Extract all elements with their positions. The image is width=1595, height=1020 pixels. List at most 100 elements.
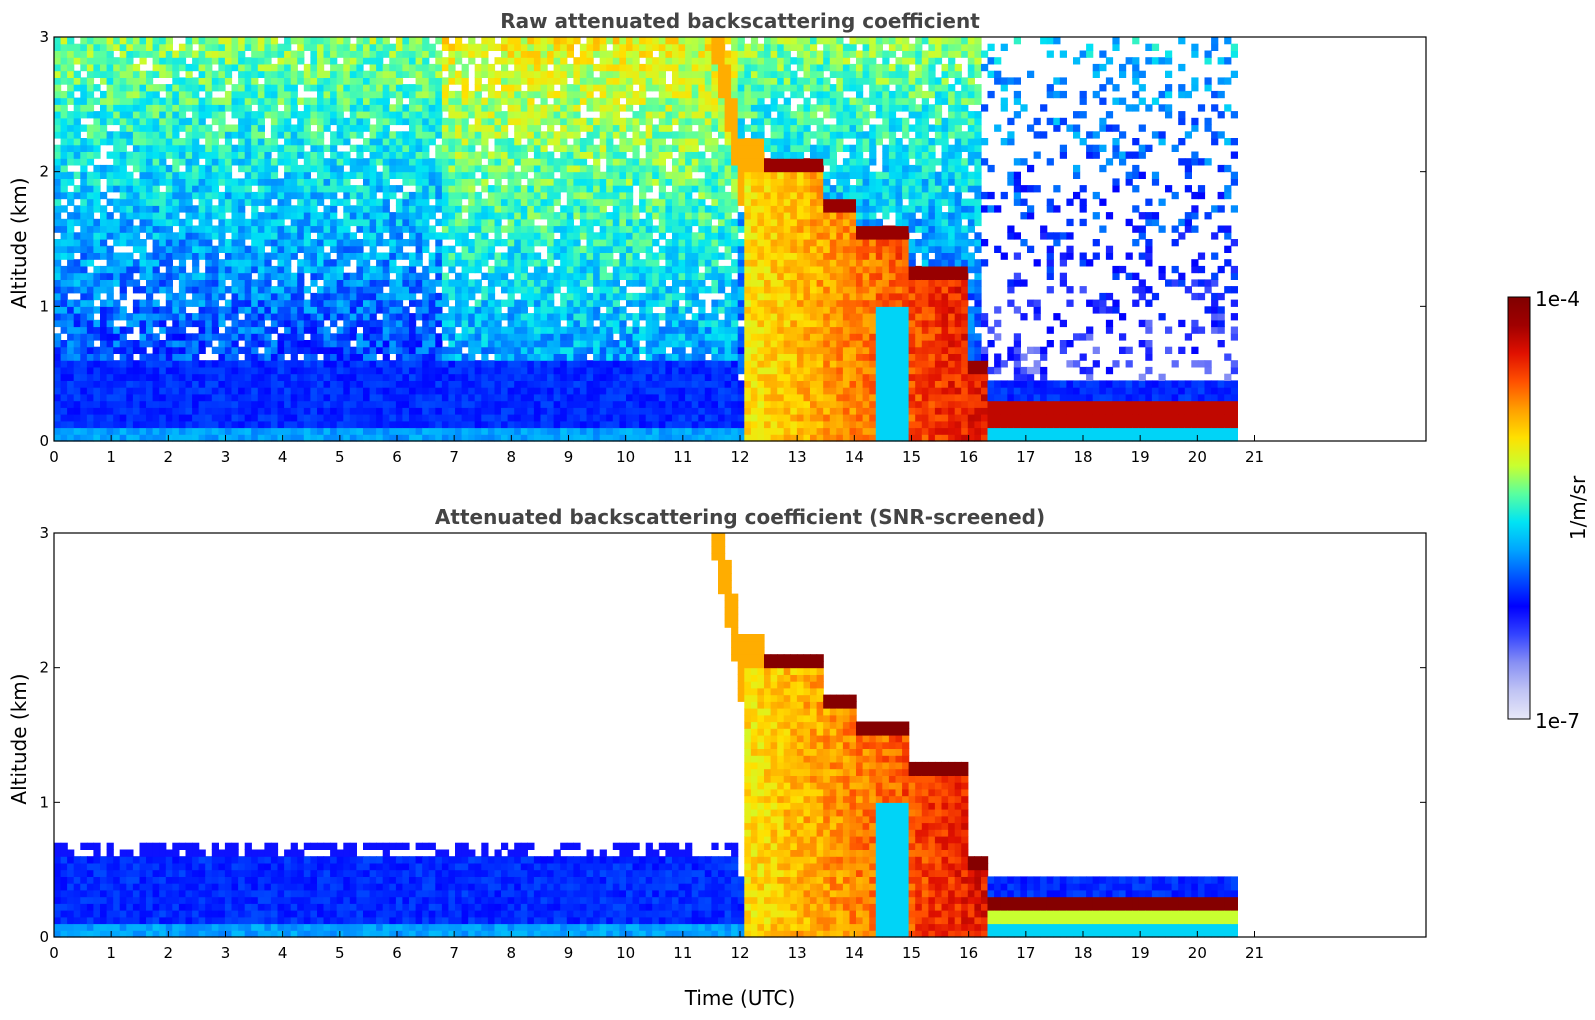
heatmap-cell: [198, 393, 206, 402]
heatmap-cell: [67, 272, 75, 280]
heatmap-cell: [172, 360, 180, 368]
heatmap-cell: [185, 272, 193, 280]
heatmap-cell: [238, 393, 246, 402]
heatmap-cell: [198, 178, 206, 186]
heatmap-cell: [494, 138, 502, 146]
heatmap-cell: [619, 77, 627, 85]
heatmap-cell: [284, 252, 292, 260]
heatmap-cell: [586, 414, 594, 422]
heatmap-cell: [119, 313, 127, 321]
heatmap-cell: [343, 400, 351, 408]
heatmap-cell: [474, 218, 482, 227]
heatmap-cell: [376, 333, 384, 341]
heatmap-cell: [619, 158, 627, 166]
heatmap-cell: [382, 104, 390, 112]
heatmap-cell: [165, 333, 173, 341]
heatmap-cell: [369, 158, 377, 166]
heatmap-cell: [60, 63, 68, 72]
heatmap-cell: [533, 373, 542, 381]
heatmap-cell: [533, 239, 542, 247]
heatmap-cell: [146, 333, 154, 341]
heatmap-cell: [501, 144, 509, 152]
heatmap-cell: [599, 299, 607, 307]
heatmap-cell: [382, 353, 390, 361]
heatmap-cell: [231, 420, 239, 429]
heatmap-cell: [224, 299, 233, 307]
heatmap-cell: [132, 407, 141, 415]
heatmap-cell: [435, 360, 443, 368]
heatmap-cell: [54, 286, 62, 294]
heatmap-cell: [67, 70, 75, 78]
heatmap-cell: [553, 104, 561, 112]
heatmap-cell: [487, 333, 496, 341]
heatmap-cell: [297, 306, 305, 314]
heatmap-cell: [211, 373, 219, 381]
heatmap-cell: [139, 400, 147, 408]
heatmap-cell: [599, 124, 607, 132]
heatmap-cell: [606, 218, 614, 227]
heatmap-cell: [553, 393, 561, 402]
heatmap-cell: [172, 319, 180, 328]
heatmap-cell: [402, 279, 410, 287]
heatmap-cell: [560, 117, 568, 126]
heatmap-cell: [218, 333, 226, 341]
heatmap-cell: [441, 104, 450, 112]
heatmap-cell: [540, 299, 548, 307]
heatmap-cell: [290, 272, 298, 280]
heatmap-cell: [501, 313, 509, 321]
heatmap-cell: [356, 124, 364, 132]
heatmap-cell: [86, 366, 95, 375]
heatmap-cell: [356, 57, 364, 65]
heatmap-cell: [165, 259, 173, 267]
heatmap-cell: [435, 387, 443, 395]
heatmap-cell: [336, 407, 344, 415]
heatmap-cell: [487, 313, 496, 321]
heatmap-cell: [356, 306, 364, 314]
heatmap-cell: [481, 225, 489, 233]
heatmap-cell: [310, 265, 318, 274]
heatmap-cell: [185, 393, 193, 402]
heatmap-cell: [626, 205, 634, 213]
heatmap-cell: [540, 265, 548, 274]
heatmap-cell: [343, 239, 351, 247]
heatmap-cell: [494, 252, 502, 260]
heatmap-cell: [165, 292, 173, 301]
heatmap-cell: [336, 111, 344, 119]
heatmap-cell: [264, 340, 272, 348]
heatmap-cell: [192, 171, 200, 179]
heatmap-cell: [494, 151, 502, 159]
heatmap-cell: [593, 178, 601, 186]
heatmap-cell: [198, 279, 206, 287]
heatmap-cell: [257, 218, 265, 227]
heatmap-cell: [60, 104, 68, 112]
heatmap-cell: [409, 420, 417, 429]
heatmap-cell: [369, 360, 377, 368]
heatmap-cell: [632, 90, 640, 99]
heatmap-cell: [619, 434, 627, 442]
heatmap-cell: [218, 272, 226, 280]
heatmap-cell: [395, 420, 404, 429]
heatmap-cell: [343, 420, 351, 429]
heatmap-cell: [474, 299, 482, 307]
heatmap-cell: [303, 434, 311, 442]
heatmap-cell: [73, 272, 81, 280]
heatmap-cell: [238, 218, 246, 227]
heatmap-cell: [468, 205, 476, 213]
heatmap-cell: [382, 299, 390, 307]
heatmap-cell: [93, 239, 101, 247]
heatmap-cell: [100, 360, 108, 368]
heatmap-cell: [330, 111, 338, 119]
heatmap-cell: [612, 400, 620, 408]
heatmap-cell: [277, 306, 285, 314]
heatmap-cell: [573, 77, 581, 85]
heatmap-cell: [455, 131, 463, 139]
heatmap-cell: [264, 380, 272, 388]
heatmap-cell: [376, 218, 384, 227]
heatmap-cell: [119, 225, 127, 233]
heatmap-cell: [415, 225, 423, 233]
heatmap-cell: [224, 131, 233, 139]
heatmap-cell: [113, 306, 121, 314]
heatmap-cell: [455, 144, 463, 152]
heatmap-cell: [106, 313, 114, 321]
heatmap-cell: [93, 286, 101, 294]
